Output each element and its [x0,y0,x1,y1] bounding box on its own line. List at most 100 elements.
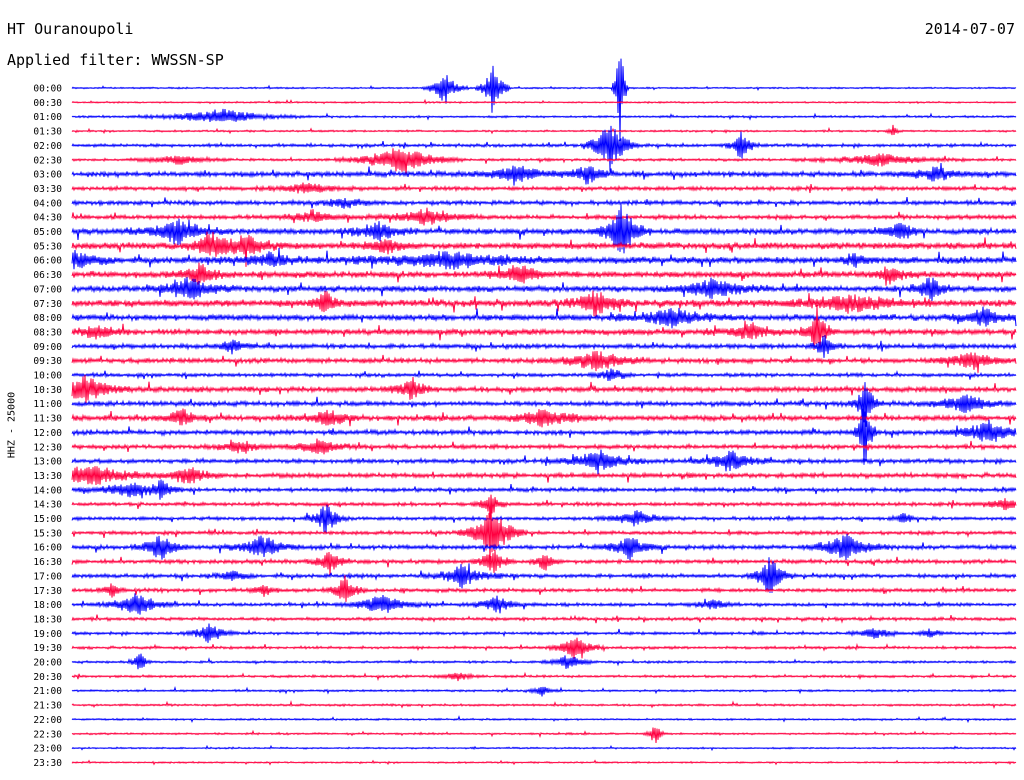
trace-0530 [71,231,1017,267]
trace-1300 [71,449,1017,475]
tick-label: 15:30 [33,528,62,539]
trace-0300 [71,162,1017,186]
tick-label: 08:00 [33,313,62,324]
trace-0230 [71,148,1017,176]
trace-2200 [71,715,1017,724]
trace-1700 [71,557,1017,593]
tick-label: 17:00 [33,571,62,582]
tick-label: 04:00 [33,198,62,209]
tick-label: 23:00 [33,744,62,755]
trace-0200 [71,125,1017,172]
trace-1830 [71,614,1017,624]
tick-label: 13:00 [33,457,62,468]
trace-1230 [71,438,1017,455]
trace-1100 [71,382,1017,427]
trace-0930 [71,350,1017,373]
trace-0330 [71,182,1017,194]
trace-1330 [71,466,1017,486]
trace-1600 [71,533,1017,561]
tick-label: 07:30 [33,299,62,310]
tick-label: 22:30 [33,729,62,740]
tick-label: 13:30 [33,471,62,482]
trace-1630 [71,550,1017,576]
tick-label: 20:00 [33,658,62,669]
trace-1200 [71,408,1017,465]
tick-label: 02:30 [33,155,62,166]
trace-1000 [71,368,1017,381]
tick-label: 22:00 [33,715,62,726]
tick-label: 05:30 [33,241,62,252]
trace-0600 [71,247,1017,270]
trace-0000 [71,58,1017,142]
trace-1430 [71,494,1017,519]
tick-label: 09:30 [33,356,62,367]
trace-1930 [71,637,1017,659]
trace-0130 [71,124,1017,136]
tick-label: 04:30 [33,213,62,224]
trace-2000 [71,653,1017,670]
station-title: HT Ouranoupoli [7,20,134,38]
trace-1400 [71,479,1017,500]
trace-0500 [71,204,1017,254]
trace-0100 [71,108,1017,123]
tick-label: 18:00 [33,600,62,611]
tick-label: 03:00 [33,170,62,181]
tick-label: 12:30 [33,442,62,453]
tick-label: 14:00 [33,485,62,496]
tick-label: 09:00 [33,342,62,353]
tick-label: 21:00 [33,686,62,697]
trace-group [71,58,1017,766]
tick-label: 10:00 [33,371,62,382]
filter-label: Applied filter: WWSSN-SP [7,51,224,69]
trace-0900 [71,335,1017,358]
trace-0800 [71,306,1017,329]
tick-label: 11:00 [33,399,62,410]
tick-label: 06:30 [33,270,62,281]
trace-0730 [71,290,1017,318]
trace-2100 [71,685,1017,697]
trace-2230 [71,727,1017,744]
tick-label: 00:30 [33,98,62,109]
tick-label: 03:30 [33,184,62,195]
tick-label: 11:30 [33,414,62,425]
tick-label: 12:00 [33,428,62,439]
trace-1130 [71,408,1017,428]
tick-label: 16:30 [33,557,62,568]
tick-label: 00:00 [33,84,62,95]
tick-label: 02:00 [33,141,62,152]
trace-1530 [71,504,1017,563]
trace-1730 [71,575,1017,602]
tick-label: 05:00 [33,227,62,238]
tick-label: 01:00 [33,112,62,123]
tick-label: 18:30 [33,614,62,625]
trace-2030 [71,671,1017,682]
tick-label: 19:00 [33,629,62,640]
tick-label: 15:00 [33,514,62,525]
trace-0830 [71,304,1017,351]
tick-label: 19:30 [33,643,62,654]
tick-label: 17:30 [33,586,62,597]
trace-0700 [71,277,1017,301]
tick-label: 23:30 [33,758,62,769]
tick-label: 10:30 [33,385,62,396]
time-tick-labels: 00:00 00:30 01:00 01:30 02:00 02:30 03:00 03:30… [33,84,62,769]
tick-label: 16:00 [33,543,62,554]
trace-0400 [71,197,1017,209]
trace-1800 [71,593,1017,615]
trace-0030 [71,98,1017,105]
tick-label: 20:30 [33,672,62,683]
tick-label: 06:00 [33,256,62,267]
tick-label: 14:30 [33,500,62,511]
trace-0430 [71,207,1017,226]
trace-2300 [71,744,1017,752]
tick-label: 08:30 [33,327,62,338]
trace-2130 [71,700,1017,710]
trace-2330 [71,759,1017,766]
date-label: 2014-07-07 [924,20,1015,38]
tick-label: 21:30 [33,701,62,712]
tick-label: 01:30 [33,127,62,138]
trace-1900 [71,623,1017,643]
trace-1030 [71,374,1017,403]
trace-1500 [71,504,1017,534]
